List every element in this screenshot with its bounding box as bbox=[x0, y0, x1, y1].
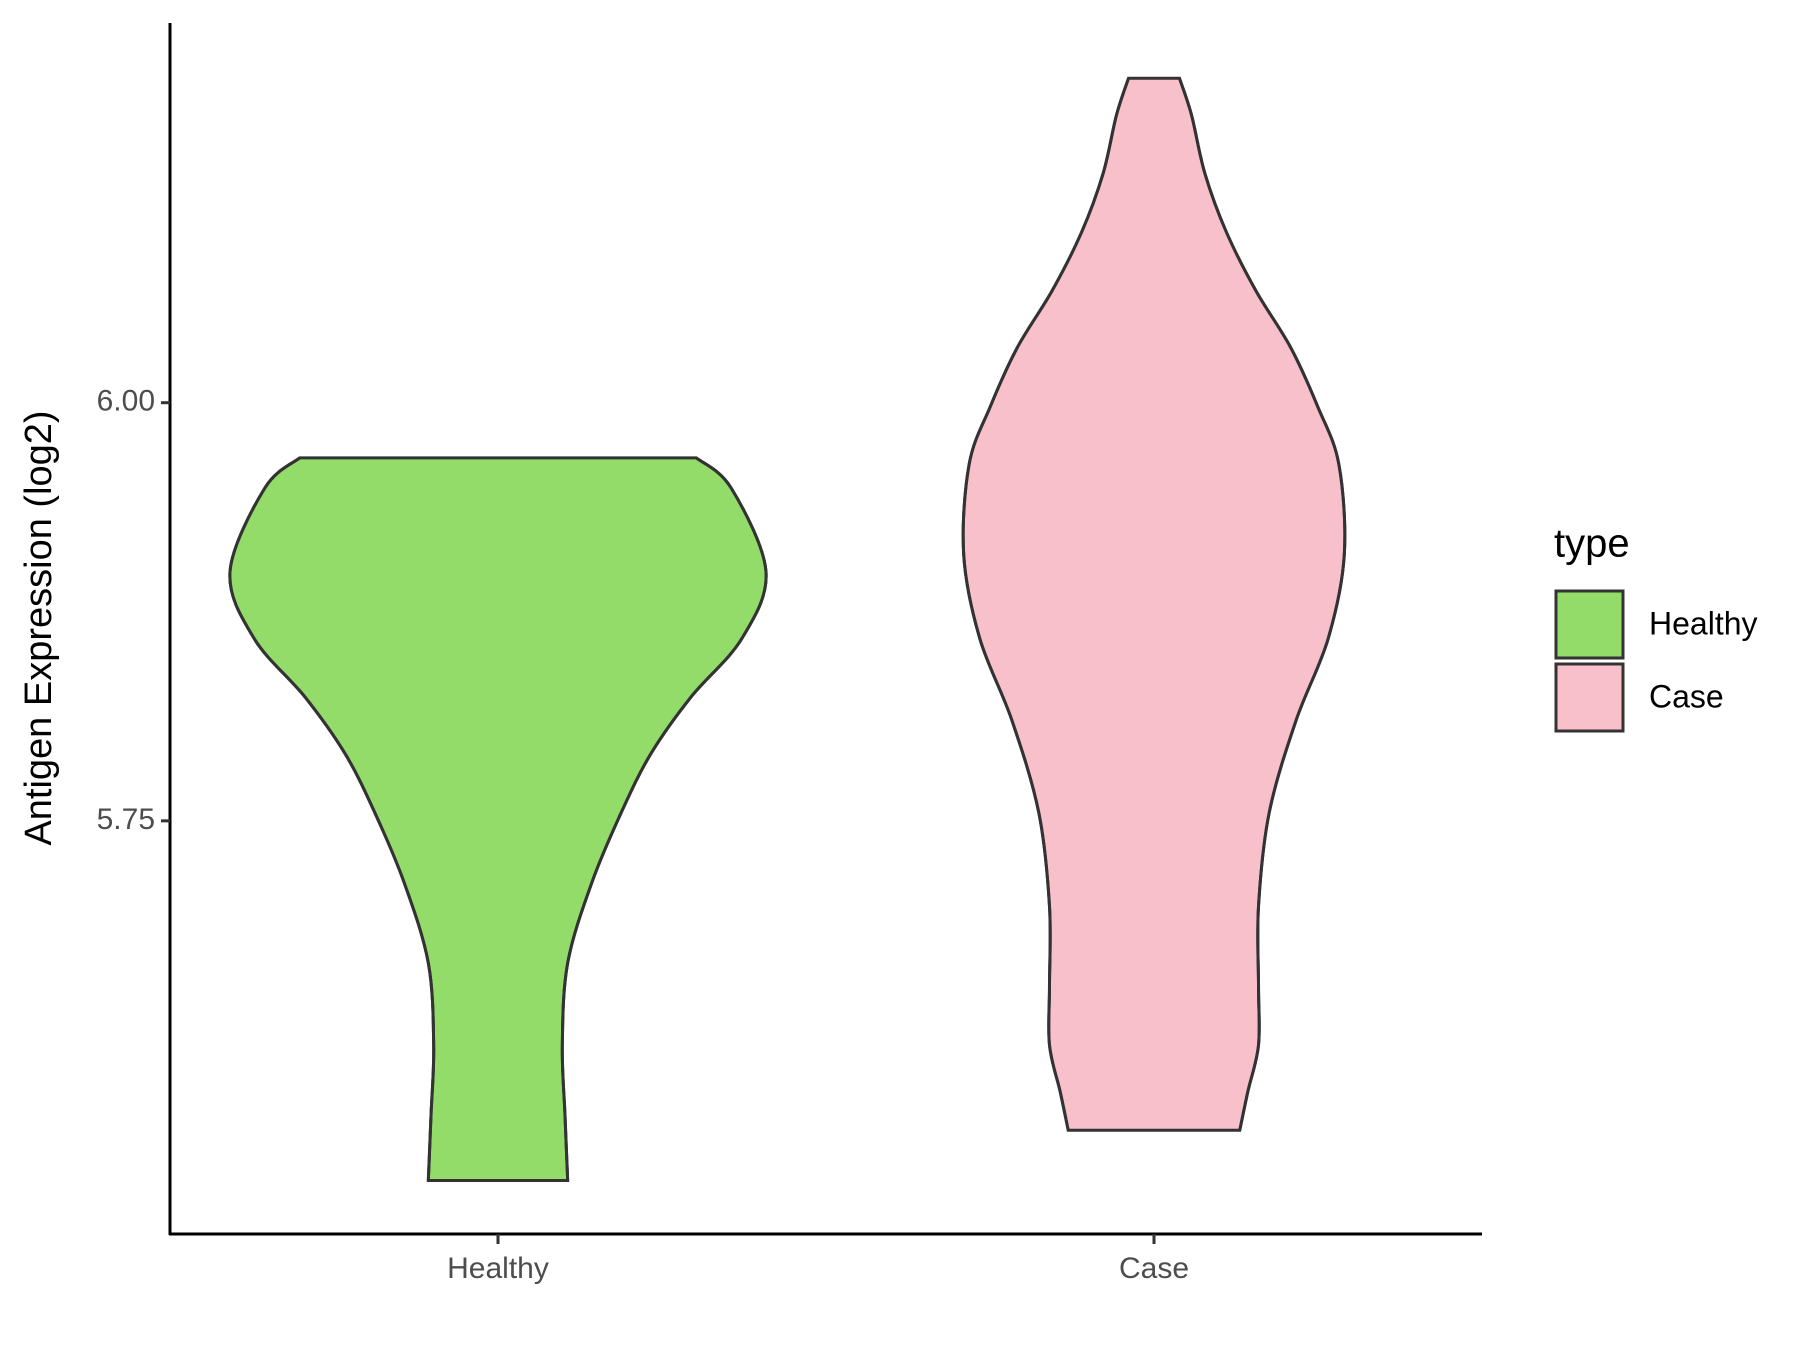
violin-body bbox=[228, 456, 768, 1182]
legend-title: type bbox=[1554, 522, 1630, 566]
violin-right-edge bbox=[1178, 77, 1347, 1131]
legend-key bbox=[1554, 589, 1625, 660]
y-axis-title: Antigen Expression (log2) bbox=[18, 410, 60, 845]
violin-left-edge bbox=[961, 77, 1130, 1131]
x-tick-label: Case bbox=[1119, 1252, 1189, 1285]
legend-key bbox=[1554, 662, 1625, 733]
x-tick-label: Healthy bbox=[447, 1252, 549, 1285]
y-tick-label: 5.75 bbox=[97, 803, 155, 836]
y-tick-label: 6.00 bbox=[97, 385, 155, 418]
violin-left-edge bbox=[228, 456, 436, 1181]
violin-right-edge bbox=[560, 456, 768, 1181]
legend-label: Healthy bbox=[1649, 605, 1758, 641]
violin-body bbox=[961, 76, 1347, 1132]
legend-label: Case bbox=[1649, 678, 1724, 714]
